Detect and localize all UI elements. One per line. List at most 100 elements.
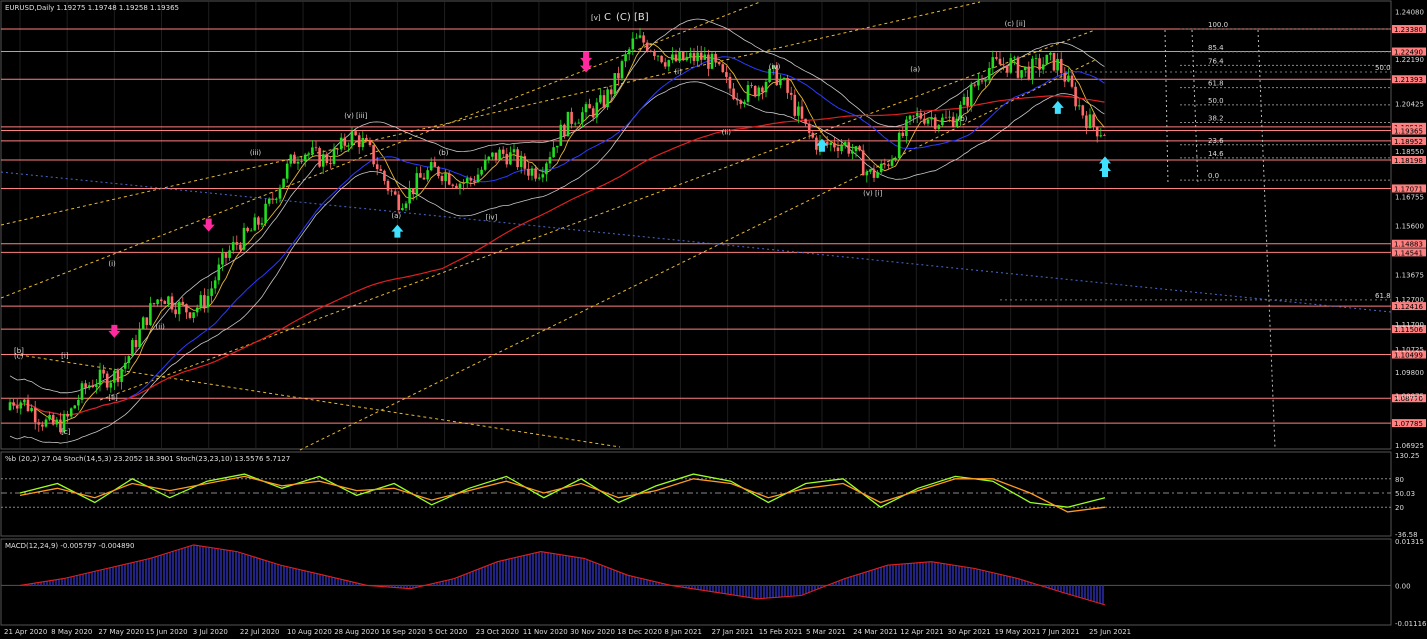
candle-body[interactable]: [699, 52, 703, 60]
candle-body[interactable]: [307, 153, 311, 155]
candle-body[interactable]: [401, 208, 404, 211]
candle-body[interactable]: [357, 135, 361, 148]
candle-body[interactable]: [566, 111, 570, 137]
candle-body[interactable]: [289, 154, 293, 164]
candle-body[interactable]: [221, 253, 224, 265]
candle-body[interactable]: [753, 85, 757, 97]
candle-body[interactable]: [689, 53, 692, 57]
candle-body[interactable]: [365, 137, 368, 141]
candle-body[interactable]: [84, 383, 87, 388]
candle-body[interactable]: [915, 112, 919, 117]
candle-body[interactable]: [239, 244, 242, 250]
candle-body[interactable]: [581, 112, 584, 123]
candle-body[interactable]: [185, 304, 188, 313]
candle-body[interactable]: [87, 385, 91, 388]
candle-body[interactable]: [714, 53, 717, 62]
candle-body[interactable]: [836, 147, 840, 151]
candle-body[interactable]: [534, 168, 537, 179]
candle-body[interactable]: [843, 142, 847, 146]
ma-medium[interactable]: [9, 56, 1105, 416]
candle-body[interactable]: [653, 51, 656, 56]
candle-body[interactable]: [750, 85, 753, 86]
candle-body[interactable]: [480, 169, 483, 175]
candle-body[interactable]: [1045, 54, 1049, 65]
candle-body[interactable]: [487, 156, 491, 160]
candle-body[interactable]: [253, 217, 257, 231]
candle-body[interactable]: [293, 154, 296, 164]
candle-body[interactable]: [969, 84, 973, 106]
candle-body[interactable]: [851, 151, 854, 154]
candle-body[interactable]: [707, 54, 710, 69]
candle-body[interactable]: [224, 253, 228, 258]
candle-body[interactable]: [606, 89, 609, 108]
candle-body[interactable]: [908, 115, 912, 120]
candle-body[interactable]: [645, 42, 649, 51]
candle-body[interactable]: [174, 309, 177, 315]
candle-body[interactable]: [797, 106, 800, 116]
candle-body[interactable]: [1063, 73, 1067, 82]
candle-body[interactable]: [149, 303, 152, 326]
candle-body[interactable]: [955, 118, 959, 127]
candle-body[interactable]: [1103, 135, 1106, 137]
candle-body[interactable]: [249, 230, 253, 232]
candle-body[interactable]: [1056, 58, 1059, 71]
candle-body[interactable]: [336, 148, 339, 150]
candle-body[interactable]: [948, 116, 951, 118]
candle-body[interactable]: [1095, 126, 1099, 137]
candle-body[interactable]: [228, 250, 231, 258]
candle-body[interactable]: [145, 317, 149, 326]
candle-body[interactable]: [912, 115, 915, 117]
candle-body[interactable]: [573, 123, 577, 125]
channel-line[interactable]: [299, 59, 1096, 451]
candle-body[interactable]: [447, 173, 451, 185]
candle-body[interactable]: [973, 84, 977, 86]
candle-body[interactable]: [131, 340, 134, 357]
channel-line[interactable]: [99, 29, 1096, 401]
candle-body[interactable]: [962, 96, 966, 105]
candle-body[interactable]: [1059, 58, 1063, 74]
candle-body[interactable]: [1038, 58, 1041, 70]
candle-body[interactable]: [811, 132, 815, 138]
candle-body[interactable]: [530, 168, 534, 176]
candle-body[interactable]: [584, 104, 588, 113]
candle-body[interactable]: [930, 117, 933, 120]
candle-body[interactable]: [195, 307, 199, 313]
candle-body[interactable]: [271, 198, 275, 200]
candle-body[interactable]: [462, 183, 465, 184]
candle-body[interactable]: [437, 166, 440, 176]
candle-body[interactable]: [638, 35, 642, 38]
candle-body[interactable]: [563, 124, 566, 137]
candle-body[interactable]: [393, 191, 397, 195]
candle-body[interactable]: [548, 157, 552, 164]
candle-body[interactable]: [728, 76, 732, 89]
candle-body[interactable]: [775, 65, 779, 86]
candle-body[interactable]: [415, 173, 419, 195]
candle-body[interactable]: [141, 317, 145, 329]
candle-body[interactable]: [15, 405, 19, 409]
candle-body[interactable]: [260, 223, 264, 225]
oscillator-panel[interactable]: [0, 451, 1392, 537]
candle-body[interactable]: [296, 161, 300, 164]
candle-body[interactable]: [717, 61, 721, 65]
candle-body[interactable]: [829, 142, 833, 145]
candle-body[interactable]: [1005, 65, 1009, 73]
candle-body[interactable]: [703, 54, 707, 60]
candle-body[interactable]: [660, 55, 663, 63]
candle-body[interactable]: [613, 73, 617, 95]
candle-body[interactable]: [570, 111, 573, 124]
channel-line[interactable]: [19, 354, 621, 448]
candle-body[interactable]: [1002, 64, 1005, 66]
candle-body[interactable]: [786, 78, 789, 93]
ma-fast[interactable]: [9, 43, 1105, 424]
candle-body[interactable]: [105, 373, 109, 388]
candle-body[interactable]: [98, 369, 102, 385]
candle-body[interactable]: [1077, 105, 1081, 107]
candle-body[interactable]: [368, 140, 372, 146]
candle-body[interactable]: [267, 198, 271, 204]
candle-body[interactable]: [815, 137, 818, 150]
candle-body[interactable]: [1009, 58, 1013, 73]
candle-body[interactable]: [710, 53, 714, 69]
candle-body[interactable]: [483, 159, 487, 170]
candle-body[interactable]: [599, 95, 602, 103]
candle-body[interactable]: [1092, 114, 1095, 127]
